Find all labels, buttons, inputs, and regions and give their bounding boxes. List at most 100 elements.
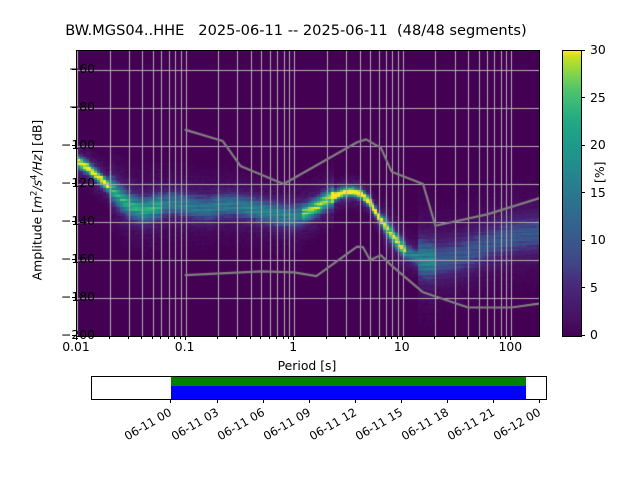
colorbar-tick-label: 30 <box>590 42 606 57</box>
timeline-tick-label: 06-11 15 <box>352 405 405 444</box>
x-axis-minor-tick-mark <box>358 336 360 339</box>
x-axis-minor-tick-mark <box>467 336 469 339</box>
x-axis-minor-tick-mark <box>236 336 238 339</box>
x-axis-minor-tick-mark <box>384 336 386 339</box>
x-axis-minor-tick-mark <box>127 336 129 339</box>
x-axis-tick-label: 10 <box>393 339 410 354</box>
y-axis-tick-label: −160 <box>60 251 95 266</box>
page-title: BW.MGS04..HHE 2025-06-11 -- 2025-06-11 (… <box>65 22 527 39</box>
timeline-tick-mark <box>493 399 495 403</box>
y-axis-label-text: Amplitude [m2/s4/Hz] [dB] <box>28 119 45 281</box>
x-axis-minor-tick-mark <box>160 336 162 339</box>
x-axis-minor-tick-mark <box>377 336 379 339</box>
timeline-tick-label: 06-11 06 <box>214 405 267 444</box>
y-axis-tick-label: −180 <box>60 289 95 304</box>
y-axis-tick-label: −140 <box>60 213 95 228</box>
timeline-tick-mark <box>539 399 541 403</box>
grid-and-noise-model-canvas <box>77 51 539 336</box>
colorbar-tick-mark <box>581 144 585 146</box>
x-axis-minor-tick-mark <box>141 336 143 339</box>
x-axis-minor-tick-mark <box>396 336 398 339</box>
x-axis-minor-tick-mark <box>167 336 169 339</box>
x-axis-tick-label: 0.01 <box>62 339 90 354</box>
timeline-tick-mark <box>446 399 448 403</box>
timeline-tick-label: 06-11 12 <box>306 405 359 444</box>
x-axis-minor-tick-mark <box>276 336 278 339</box>
y-axis-tick-mark <box>72 68 76 70</box>
colorbar-tick-label: 25 <box>590 89 606 105</box>
y-axis-label: Amplitude [m2/s4/Hz] [dB] <box>28 58 44 343</box>
y-axis-tick-mark <box>72 296 76 298</box>
y-axis-tick-mark <box>72 334 76 336</box>
y-axis-tick-mark <box>72 144 76 146</box>
x-axis-minor-tick-mark <box>486 336 488 339</box>
y-axis-tick-label: −200 <box>60 327 95 342</box>
x-axis-minor-tick-mark <box>325 336 327 339</box>
x-axis-minor-tick-mark <box>260 336 262 339</box>
colorbar-tick-mark <box>581 334 585 336</box>
x-axis-label: Period [s] <box>277 358 337 373</box>
x-axis-minor-tick-mark <box>505 336 507 339</box>
ppsd-plot-area[interactable] <box>76 50 540 337</box>
timeline-tick-mark <box>308 399 310 403</box>
x-axis-tick-mark <box>293 336 295 340</box>
y-axis-tick-label: −120 <box>60 175 95 190</box>
x-axis-minor-tick-mark <box>282 336 284 339</box>
x-axis-minor-tick-mark <box>174 336 176 339</box>
colorbar-tick-label: 0 <box>590 327 598 342</box>
x-axis-minor-tick-mark <box>151 336 153 339</box>
x-axis-tick-mark <box>510 336 512 340</box>
colorbar-tick-label: 20 <box>590 137 606 152</box>
y-axis-tick-mark <box>72 106 76 108</box>
colorbar-tick-mark <box>581 192 585 193</box>
x-axis-minor-tick-mark <box>288 336 290 339</box>
timeline-tick-mark <box>216 399 218 403</box>
x-axis-tick-label: 1 <box>289 339 298 354</box>
y-axis-tick-mark <box>72 220 76 222</box>
timeline-tick-mark <box>170 399 172 403</box>
x-axis-tick-label: 0.1 <box>174 339 195 354</box>
timeline-tick-label: 06-11 00 <box>122 405 175 444</box>
x-axis-minor-tick-mark <box>391 336 393 339</box>
timeline-tick-label: 06-12 00 <box>490 405 544 444</box>
x-axis-tick-mark <box>401 336 403 340</box>
colorbar-tick-mark <box>581 287 585 288</box>
data-coverage-timeline[interactable] <box>91 376 547 400</box>
x-axis-minor-tick-mark <box>269 336 271 339</box>
x-axis-minor-tick-mark <box>217 336 219 339</box>
timeline-tick-mark <box>354 399 356 403</box>
x-axis-minor-tick-mark <box>493 336 495 339</box>
colorbar-label: [%] <box>592 161 607 183</box>
timeline-tick-mark <box>262 399 264 403</box>
timeline-tick-label: 06-11 09 <box>260 405 313 444</box>
timeline-tick-label: 06-11 21 <box>444 405 498 444</box>
data-coverage-blue <box>171 386 526 399</box>
timeline-tick-label: 06-11 18 <box>398 405 451 444</box>
colorbar[interactable] <box>562 50 582 337</box>
colorbar-tick-mark <box>581 49 585 51</box>
x-axis-minor-tick-mark <box>179 336 181 339</box>
colorbar-tick-mark <box>581 239 585 241</box>
y-axis-tick-mark <box>72 182 76 184</box>
y-axis-tick-label: −80 <box>68 99 95 114</box>
x-axis-minor-tick-mark <box>108 336 110 339</box>
x-axis-minor-tick-mark <box>499 336 501 339</box>
x-axis-minor-tick-mark <box>434 336 436 339</box>
y-axis-tick-mark <box>72 258 76 260</box>
x-axis-minor-tick-mark <box>369 336 371 339</box>
colorbar-tick-mark <box>581 97 585 98</box>
colorbar-tick-label: 5 <box>590 279 598 295</box>
data-coverage-green <box>171 377 526 386</box>
colorbar-tick-label: 10 <box>590 232 606 247</box>
timeline-tick-label: 06-11 03 <box>168 405 221 444</box>
x-axis-tick-mark <box>76 336 77 340</box>
y-axis-tick-label: −100 <box>60 137 95 152</box>
x-axis-minor-tick-mark <box>477 336 479 339</box>
x-axis-minor-tick-mark <box>344 336 346 339</box>
colorbar-tick-label: 15 <box>590 184 606 200</box>
y-axis-tick-label: −60 <box>68 61 95 76</box>
x-axis-minor-tick-mark <box>249 336 251 339</box>
x-axis-tick-mark <box>184 336 186 340</box>
timeline-tick-mark <box>400 399 402 403</box>
